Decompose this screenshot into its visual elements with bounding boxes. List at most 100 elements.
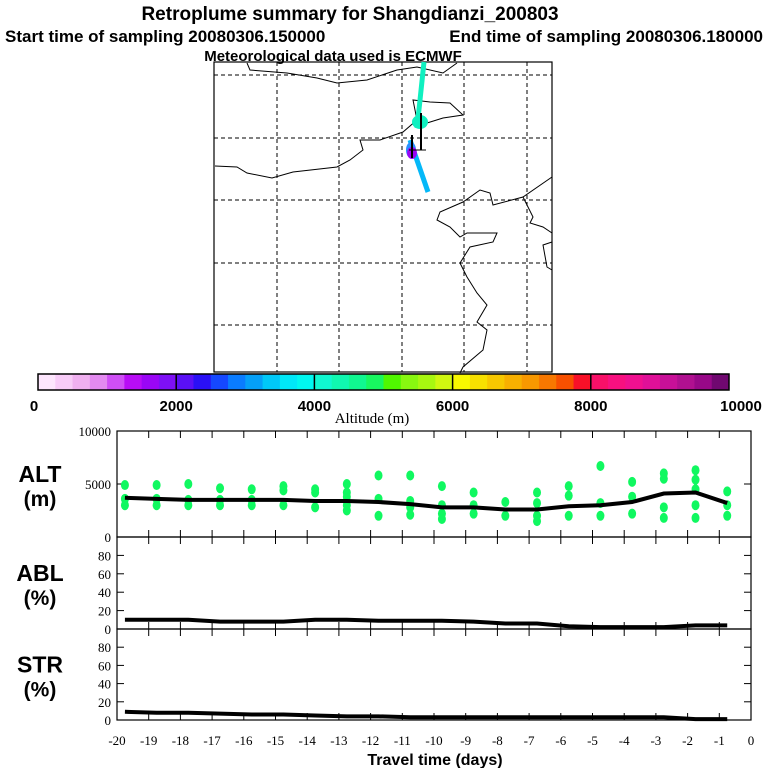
- panel-unit: (%): [24, 587, 57, 610]
- panel-frame: [116, 536, 752, 630]
- altitude-dot: [406, 509, 415, 520]
- altitude-dot: [216, 500, 225, 511]
- panel-abl: 0 20 40 60 80 ABL(%): [16, 536, 752, 637]
- altitude-dot: [659, 512, 668, 523]
- colorbar-swatch: [107, 374, 125, 390]
- colorbar-swatch: [72, 374, 91, 390]
- colorbar-swatch: [228, 374, 246, 390]
- colorbar-swatch: [38, 374, 56, 390]
- x-tick-label: -16: [235, 733, 253, 748]
- altitude-dot: [628, 476, 637, 487]
- x-tick-label: -13: [330, 733, 347, 748]
- colorbar-label: Altitude (m): [335, 411, 410, 427]
- altitude-dot: [120, 480, 129, 491]
- y-tick-label: 40: [98, 677, 111, 692]
- y-tick-label: 80: [98, 640, 111, 655]
- altitude-dot: [628, 508, 637, 519]
- mean-alt-line: [124, 490, 728, 512]
- colorbar-swatch: [366, 374, 384, 390]
- colorbar-swatch: [642, 374, 661, 390]
- altitude-dot: [247, 500, 256, 511]
- altitude-colorbar: 0 2000 4000 6000 8000 10000: [30, 373, 762, 415]
- colorbar-tick-label: 6000: [436, 398, 469, 415]
- x-tick-label: -18: [172, 733, 189, 748]
- x-tick-label: -19: [140, 733, 157, 748]
- end-time: End time of sampling 20080306.180000: [449, 27, 763, 46]
- colorbar-swatch: [262, 374, 281, 390]
- altitude-dot: [501, 497, 510, 508]
- colorbar-tick-label: 10000: [720, 398, 762, 415]
- y-tick-label: 20: [98, 604, 111, 619]
- colorbar-swatch: [504, 374, 523, 390]
- panel-unit: (m): [24, 488, 57, 511]
- altitude-dot: [120, 500, 129, 511]
- altitude-dot: [564, 481, 573, 492]
- altitude-dot: [469, 508, 478, 519]
- y-tick-label: 60: [98, 658, 111, 673]
- altitude-dot: [723, 486, 732, 497]
- figure-title: Retroplume summary for Shangdianzi_20080…: [141, 4, 558, 25]
- x-tick-label: -12: [362, 733, 379, 748]
- panel-frame: [116, 430, 752, 538]
- colorbar-swatch: [348, 374, 367, 390]
- colorbar-swatch: [176, 374, 194, 390]
- x-tick-label: -3: [650, 733, 661, 748]
- altitude-dot: [659, 502, 668, 513]
- x-tick-label: -9: [460, 733, 471, 748]
- altitude-dot: [501, 510, 510, 521]
- colorbar-frame: [37, 373, 730, 391]
- colorbar-swatch: [400, 374, 419, 390]
- altitude-dot: [596, 510, 605, 521]
- altitude-dot: [406, 470, 415, 481]
- altitude-dot: [564, 490, 573, 501]
- colorbar-swatch: [89, 374, 108, 390]
- x-tick-label: -4: [619, 733, 630, 748]
- altitude-dot: [533, 487, 542, 498]
- colorbar-swatch: [383, 374, 402, 390]
- y-tick-label: 60: [98, 567, 111, 582]
- panel-label: STR: [17, 652, 63, 678]
- colorbar-swatch: [314, 374, 333, 390]
- x-tick-label: -5: [587, 733, 598, 748]
- altitude-dot: [374, 470, 383, 481]
- colorbar-swatch: [418, 374, 436, 390]
- altitude-dot: [723, 510, 732, 521]
- y-tick-label: 0: [105, 530, 112, 545]
- colorbar-tick-label: 2000: [160, 398, 193, 415]
- altitude-dot: [152, 500, 161, 511]
- colorbar-swatch: [279, 374, 298, 390]
- altitude-dot: [279, 500, 288, 511]
- x-tick-label: -10: [425, 733, 442, 748]
- panel-frame: [116, 628, 752, 721]
- x-tick-label: -17: [203, 733, 221, 748]
- x-tick-label: -15: [267, 733, 284, 748]
- x-tick-label: -14: [299, 733, 317, 748]
- altitude-dot: [564, 510, 573, 521]
- altitude-dot: [437, 481, 446, 492]
- colorbar-swatch: [694, 374, 713, 390]
- x-tick-label: -6: [555, 733, 566, 748]
- altitude-dot: [311, 502, 320, 513]
- colorbar-swatch: [210, 374, 229, 390]
- colorbar-swatch: [124, 374, 143, 390]
- altitude-dot: [659, 473, 668, 484]
- altitude-dot: [152, 480, 161, 491]
- colorbar-swatch: [452, 374, 471, 390]
- colorbar-swatch: [625, 374, 644, 390]
- met-data-label: Meteorological data used is ECMWF: [204, 48, 462, 65]
- y-tick-label: 0: [105, 622, 112, 637]
- time-series-panels: 0500010000ALT(m)020406080ABL(%)020406080…: [16, 424, 754, 748]
- colorbar-swatch: [141, 374, 160, 390]
- start-time: Start time of sampling 20080306.150000: [5, 27, 325, 46]
- altitude-dot: [533, 498, 542, 509]
- colorbar-swatch: [659, 374, 678, 390]
- x-tick-label: -1: [714, 733, 725, 748]
- colorbar-swatch: [521, 374, 540, 390]
- y-tick-label: 40: [98, 585, 111, 600]
- altitude-dot: [216, 483, 225, 494]
- altitude-dot: [691, 474, 700, 485]
- y-tick-label: 0: [105, 713, 112, 728]
- mean-abl-line: [124, 617, 728, 630]
